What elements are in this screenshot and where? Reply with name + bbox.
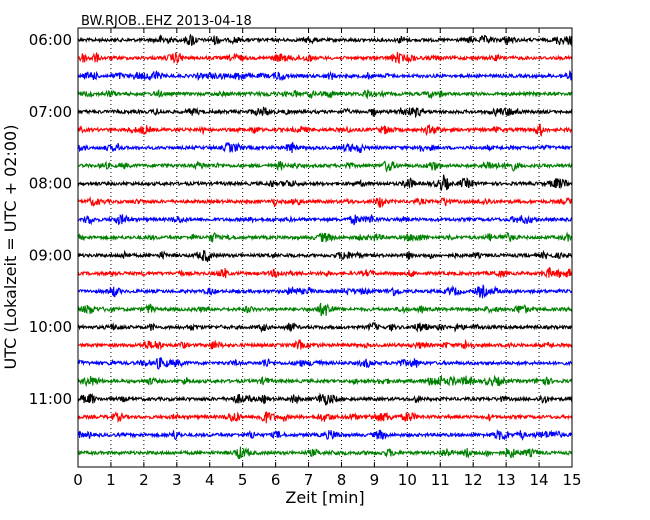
x-axis: 0 1 2 3 4 5 6 7 8 9 10 11 12 13 14 15 [73, 28, 582, 489]
y-axis-label: UTC (Lokalzeit = UTC + 02:00) [1, 125, 20, 370]
seismic-trace [77, 322, 573, 334]
y-tick-label: 11:00 [29, 390, 72, 408]
seismic-trace [77, 338, 573, 351]
x-tick-label: 12 [464, 471, 483, 489]
x-tick-label: 1 [106, 471, 116, 489]
x-tick-label: 9 [370, 471, 380, 489]
seismic-trace [77, 51, 573, 65]
x-tick-label: 11 [431, 471, 450, 489]
x-tick-label: 5 [238, 471, 248, 489]
x-axis-label: Zeit [min] [285, 488, 364, 507]
x-tick-label: 10 [398, 471, 417, 489]
chart-title: BW.RJOB..EHZ 2013-04-18 [81, 14, 252, 29]
seismic-trace [77, 266, 573, 279]
x-tick-label: 13 [497, 471, 516, 489]
x-tick-label: 4 [205, 471, 215, 489]
y-tick-label: 06:00 [29, 31, 72, 49]
x-tick-label: 8 [337, 471, 347, 489]
plot-area [77, 27, 573, 468]
seismic-trace [77, 446, 573, 460]
seismic-trace [77, 106, 573, 119]
seismic-trace [77, 89, 573, 100]
y-tick-label: 09:00 [29, 246, 72, 264]
seismic-trace [77, 357, 573, 370]
seismic-trace [77, 231, 573, 243]
y-tick-label: 10:00 [29, 318, 72, 336]
y-axis: 06:00 07:00 08:00 09:00 10:00 11:00 [29, 31, 572, 408]
x-tick-label: 0 [73, 471, 83, 489]
x-tick-label: 2 [139, 471, 149, 489]
seismic-trace [77, 160, 573, 173]
x-tick-label: 6 [271, 471, 281, 489]
x-tick-label: 3 [172, 471, 182, 489]
seismic-trace [77, 213, 573, 226]
seismic-trace [77, 249, 573, 263]
seismic-trace [77, 141, 573, 154]
x-tick-label: 7 [304, 471, 314, 489]
seismic-trace [77, 33, 573, 47]
seismic-trace [77, 410, 573, 424]
seismic-trace [77, 123, 573, 137]
seismic-trace [77, 69, 573, 82]
seismic-trace [77, 284, 573, 299]
seismic-trace [77, 428, 573, 441]
seismic-trace [77, 174, 573, 191]
seismic-trace [77, 302, 573, 317]
seismic-trace [77, 374, 573, 388]
x-tick-label: 14 [530, 471, 549, 489]
y-tick-label: 08:00 [29, 175, 72, 193]
x-tick-label: 15 [562, 471, 581, 489]
seismic-trace [77, 392, 573, 406]
y-tick-label: 07:00 [29, 103, 72, 121]
seismic-trace [77, 195, 573, 208]
plot-frame [77, 27, 573, 468]
